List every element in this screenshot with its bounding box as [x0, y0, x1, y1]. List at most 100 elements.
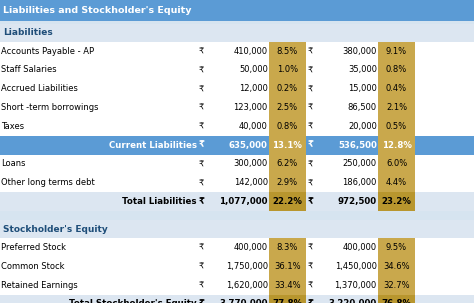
- Bar: [0, 192, 474, 211]
- Text: ₹: ₹: [198, 122, 203, 131]
- Bar: [0, 257, 474, 276]
- Bar: [0, 0, 474, 21]
- Bar: [378, 238, 415, 257]
- Text: 9.5%: 9.5%: [386, 243, 407, 252]
- Text: ₹: ₹: [307, 122, 312, 131]
- Text: ₹: ₹: [198, 103, 203, 112]
- Text: 0.4%: 0.4%: [386, 84, 407, 93]
- Text: 2.9%: 2.9%: [277, 178, 298, 187]
- Bar: [269, 295, 306, 303]
- Text: 6.0%: 6.0%: [386, 159, 407, 168]
- Bar: [0, 220, 474, 238]
- Bar: [0, 98, 474, 117]
- Text: ₹: ₹: [198, 159, 203, 168]
- Text: Stockholder's Equity: Stockholder's Equity: [3, 225, 108, 234]
- Bar: [0, 211, 474, 217]
- Bar: [378, 61, 415, 79]
- Bar: [0, 173, 474, 192]
- Text: 2.5%: 2.5%: [277, 103, 298, 112]
- Text: 0.8%: 0.8%: [386, 65, 407, 75]
- Text: 400,000: 400,000: [234, 243, 268, 252]
- Text: 8.5%: 8.5%: [277, 47, 298, 56]
- Text: Total Stockholder's Equity: Total Stockholder's Equity: [69, 299, 197, 303]
- Bar: [0, 79, 474, 98]
- Text: 972,500: 972,500: [337, 197, 377, 206]
- Bar: [378, 79, 415, 98]
- Text: ₹: ₹: [307, 159, 312, 168]
- Bar: [378, 136, 415, 155]
- Bar: [0, 21, 474, 24]
- Text: ₹: ₹: [198, 47, 203, 56]
- Text: ₹: ₹: [198, 262, 203, 271]
- Text: 32.7%: 32.7%: [383, 281, 410, 290]
- Text: ₹: ₹: [307, 281, 312, 290]
- Bar: [269, 117, 306, 136]
- Text: 536,500: 536,500: [338, 141, 377, 150]
- Text: Staff Salaries: Staff Salaries: [1, 65, 56, 75]
- Text: 0.2%: 0.2%: [277, 84, 298, 93]
- Bar: [378, 295, 415, 303]
- Bar: [0, 217, 474, 220]
- Text: Accrued Liabilities: Accrued Liabilities: [1, 84, 78, 93]
- Text: Accounts Payable - AP: Accounts Payable - AP: [1, 47, 94, 56]
- Text: 410,000: 410,000: [234, 47, 268, 56]
- Bar: [269, 276, 306, 295]
- Bar: [0, 295, 474, 303]
- Text: ₹: ₹: [307, 262, 312, 271]
- Text: Common Stock: Common Stock: [1, 262, 64, 271]
- Text: Preferred Stock: Preferred Stock: [1, 243, 66, 252]
- Bar: [269, 257, 306, 276]
- Text: Current Liabilities: Current Liabilities: [109, 141, 197, 150]
- Text: 9.1%: 9.1%: [386, 47, 407, 56]
- Bar: [0, 238, 474, 257]
- Text: Other long terms debt: Other long terms debt: [1, 178, 95, 187]
- Text: ₹: ₹: [307, 141, 313, 150]
- Text: 13.1%: 13.1%: [272, 141, 302, 150]
- Text: ₹: ₹: [198, 281, 203, 290]
- Bar: [0, 155, 474, 173]
- Bar: [269, 238, 306, 257]
- Text: 35,000: 35,000: [348, 65, 377, 75]
- Text: Liabilities: Liabilities: [3, 28, 53, 37]
- Text: 3,770,000: 3,770,000: [219, 299, 268, 303]
- Text: 33.4%: 33.4%: [274, 281, 301, 290]
- Bar: [269, 155, 306, 173]
- Text: 3,220,000: 3,220,000: [328, 299, 377, 303]
- Text: ₹: ₹: [307, 197, 313, 206]
- Text: 23.2%: 23.2%: [382, 197, 411, 206]
- Text: 50,000: 50,000: [239, 65, 268, 75]
- Text: ₹: ₹: [198, 178, 203, 187]
- Text: ₹: ₹: [307, 65, 312, 75]
- Text: ₹: ₹: [307, 178, 312, 187]
- Text: 86,500: 86,500: [348, 103, 377, 112]
- Text: 77.8%: 77.8%: [272, 299, 302, 303]
- Text: 20,000: 20,000: [348, 122, 377, 131]
- Text: 1,620,000: 1,620,000: [226, 281, 268, 290]
- Bar: [378, 257, 415, 276]
- Bar: [269, 79, 306, 98]
- Text: ₹: ₹: [198, 243, 203, 252]
- Text: Liabilities and Stockholder's Equity: Liabilities and Stockholder's Equity: [3, 6, 192, 15]
- Text: ₹: ₹: [198, 197, 204, 206]
- Text: 1,077,000: 1,077,000: [219, 197, 268, 206]
- Text: 123,000: 123,000: [234, 103, 268, 112]
- Text: ₹: ₹: [198, 299, 204, 303]
- Text: 1.0%: 1.0%: [277, 65, 298, 75]
- Bar: [269, 98, 306, 117]
- Text: 34.6%: 34.6%: [383, 262, 410, 271]
- Bar: [378, 98, 415, 117]
- Text: 36.1%: 36.1%: [274, 262, 301, 271]
- Text: 250,000: 250,000: [343, 159, 377, 168]
- Bar: [378, 276, 415, 295]
- Bar: [0, 136, 474, 155]
- Bar: [378, 155, 415, 173]
- Text: 12.8%: 12.8%: [382, 141, 411, 150]
- Text: 76.8%: 76.8%: [382, 299, 411, 303]
- Text: ₹: ₹: [198, 65, 203, 75]
- Text: Taxes: Taxes: [1, 122, 24, 131]
- Text: 40,000: 40,000: [239, 122, 268, 131]
- Bar: [0, 276, 474, 295]
- Text: 1,450,000: 1,450,000: [335, 262, 377, 271]
- Bar: [378, 42, 415, 61]
- Text: 380,000: 380,000: [342, 47, 377, 56]
